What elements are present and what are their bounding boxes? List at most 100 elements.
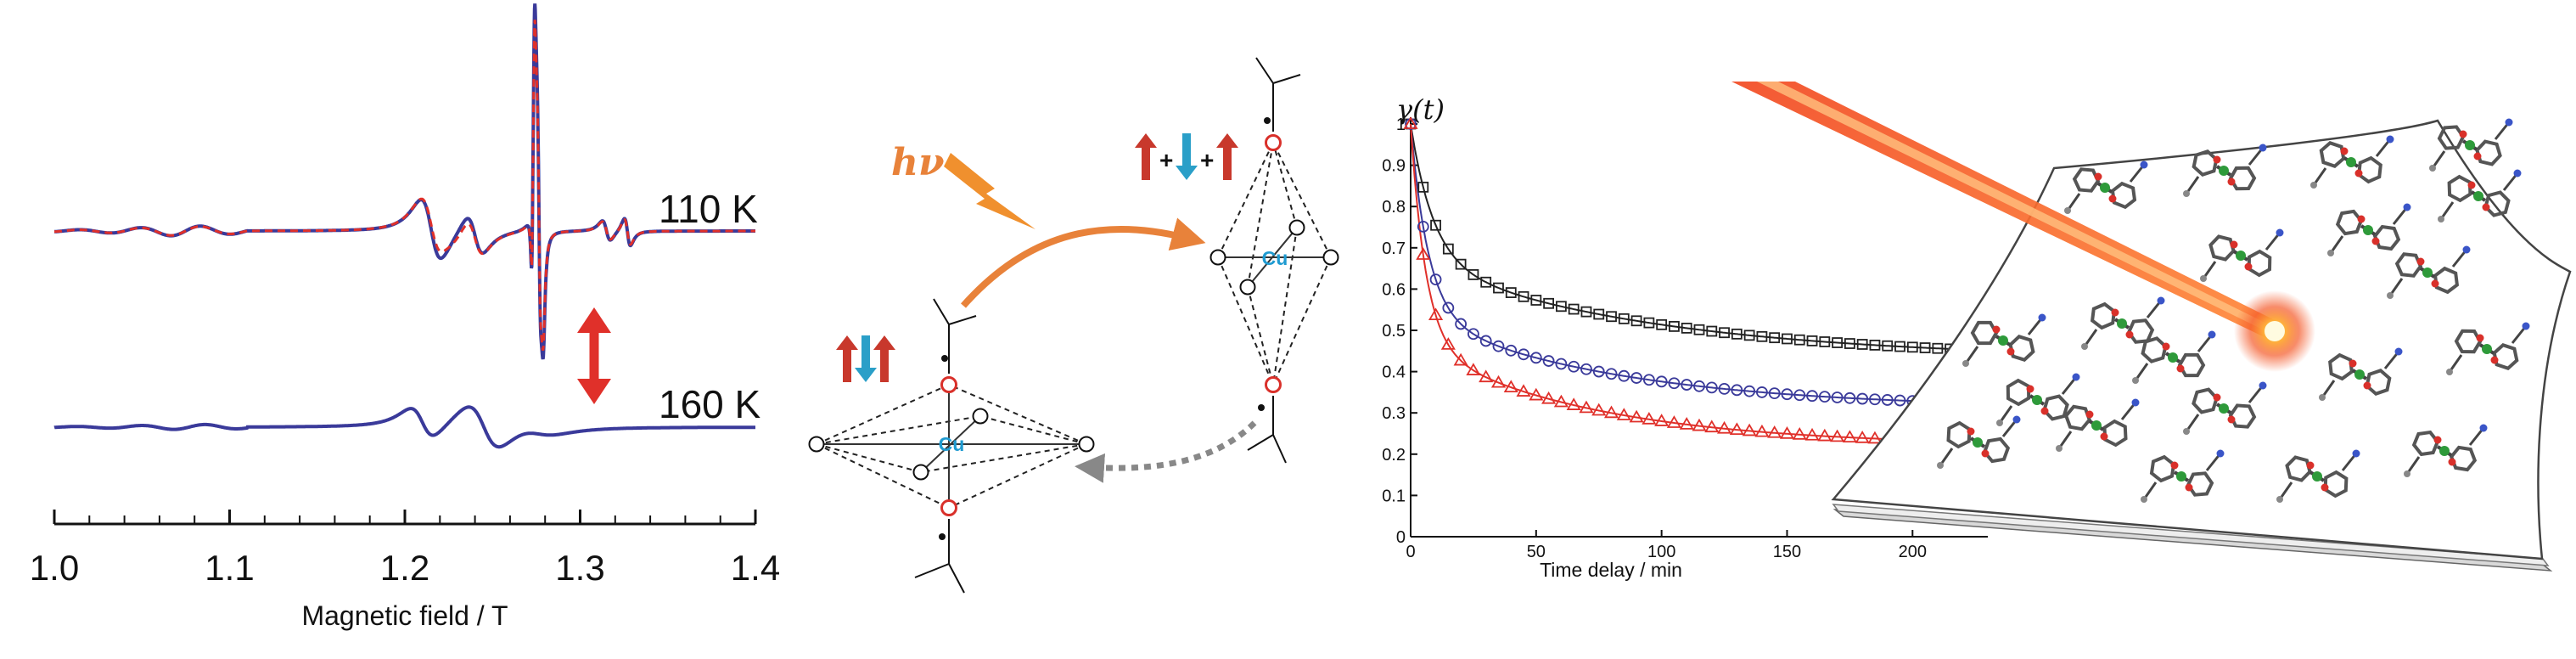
oxygen-atom [2363, 381, 2371, 390]
molecule-ring [2063, 404, 2092, 431]
oxygen-atom [2306, 461, 2315, 470]
decay-point-triangle [1466, 363, 1481, 375]
decay-point-square [1869, 339, 1881, 351]
oxygen-atom [2357, 215, 2366, 223]
light-label: hν [891, 141, 945, 184]
oxygen-atom [2125, 330, 2134, 339]
decay-point-circle [1542, 355, 1555, 367]
decay-point-triangle [1666, 415, 1681, 428]
molecule-ring [2208, 234, 2236, 262]
nitrogen-atom [2403, 203, 2411, 211]
decay-point-triangle [1754, 424, 1770, 437]
nitrogen-atom [2131, 398, 2140, 407]
decay-point-circle [1743, 385, 1756, 397]
molecule-ring [2110, 181, 2137, 210]
oxygen-atom [2416, 257, 2425, 266]
epr-110k-simulated-trace [54, 20, 755, 351]
decay-point-square [1593, 308, 1605, 320]
decay-point-circle [1793, 389, 1806, 402]
copper-atom [1998, 335, 2008, 346]
copper-atom [2346, 157, 2356, 167]
decay-point-square [1656, 318, 1668, 330]
decay-point-square [1618, 313, 1630, 324]
decay-point-triangle [1704, 420, 1720, 433]
decay-point-circle [1806, 390, 1818, 403]
decay-y-tick-label: 0.8 [1382, 198, 1406, 217]
copper-atom [2236, 251, 2246, 261]
molecule-bond [2448, 354, 2463, 373]
epr-tick-label: 1.2 [380, 548, 429, 588]
oxygen-atom [2213, 155, 2221, 164]
decay-y-axis-label: γ(t) [1396, 93, 1445, 126]
copper-atom [2354, 369, 2365, 380]
decay-point-square [1669, 320, 1680, 332]
decay-point-square [1480, 276, 1492, 288]
molecule-ring [2492, 343, 2519, 370]
decay-point-circle [1856, 392, 1869, 405]
decay-point-triangle [1855, 431, 1870, 443]
molecule-ring [2449, 445, 2478, 472]
copper-atom [2482, 344, 2492, 354]
copper-atom [2117, 318, 2127, 329]
laser-beam [1731, 82, 2315, 372]
molecule-bond [2083, 329, 2098, 347]
decay-point-triangle [1553, 394, 1569, 408]
oxygen-atom [2431, 279, 2439, 288]
epr-x-ticks: 1.0 1.1 1.2 1.3 1.4 [30, 510, 780, 588]
carbon-atom [2327, 250, 2334, 256]
decay-point-triangle [1403, 116, 1418, 129]
nitrogen-atom [2072, 373, 2080, 381]
decay-point-square [1906, 341, 1918, 353]
nitrogen-atom [2259, 381, 2267, 390]
decay-point-triangle [1842, 430, 1857, 443]
copper-complex-diagram: hν + + [808, 57, 1339, 594]
decay-point-circle [1442, 301, 1455, 314]
oxygen-atom [2448, 458, 2456, 466]
decay-x-tick-label: 200 [1899, 543, 1927, 561]
oxygen-atom [2340, 147, 2349, 155]
molecule-ring [2177, 352, 2206, 378]
epr-160k-label: 160 K [659, 382, 761, 426]
decay-point-triangle [1679, 417, 1694, 430]
decay-point-circle [1642, 374, 1655, 386]
decay-x-tick-label: 150 [1773, 543, 1801, 561]
copper-atom [2465, 140, 2475, 150]
decay-point-circle [1894, 394, 1906, 407]
oxygen-atom [1981, 449, 1990, 458]
decay-point-triangle [1579, 400, 1594, 414]
oxygen-atom [2244, 262, 2253, 271]
decay-y-tick-label: 0 [1396, 528, 1406, 547]
decay-point-triangle [1654, 414, 1670, 426]
copper-atom [2363, 225, 2373, 235]
decay-y-tick-label: 0.3 [1382, 404, 1406, 423]
molecule-bond [2388, 278, 2404, 296]
copper-atom [2176, 471, 2186, 482]
decay-fit-curves [1410, 123, 1976, 442]
oxygen-atom [2473, 152, 2482, 161]
decay-point-square [1681, 322, 1692, 334]
nitrogen-atom [2394, 347, 2403, 356]
molecule-bond [2431, 150, 2446, 169]
decay-point-circle [1781, 388, 1793, 401]
oxygen-atom [2040, 407, 2049, 415]
molecule-ring [2475, 139, 2502, 166]
decay-point-square [1806, 335, 1818, 346]
oxygen-atom [2162, 342, 2170, 351]
decay-point-square [1793, 334, 1805, 346]
decay-point-triangle [1503, 380, 1518, 393]
molecule [2183, 144, 2267, 197]
epr-160k-trace [53, 405, 755, 449]
decay-point-square [1468, 268, 1479, 280]
decay-y-tick-label: 0.7 [1382, 239, 1406, 258]
decay-x-tick-label: 0 [1406, 543, 1415, 561]
nitrogen-atom [2038, 313, 2046, 322]
decay-point-triangle [1616, 408, 1631, 420]
decay-data-points [1403, 116, 1982, 446]
molecule-ring [2126, 318, 2155, 344]
oxygen-atom [2176, 364, 2185, 373]
decay-point-circle [1881, 394, 1894, 406]
nitrogen-atom [2216, 449, 2225, 458]
oxygen-atom [2170, 461, 2179, 470]
decay-point-circle [1618, 369, 1630, 382]
decay-point-circle [1529, 352, 1542, 364]
